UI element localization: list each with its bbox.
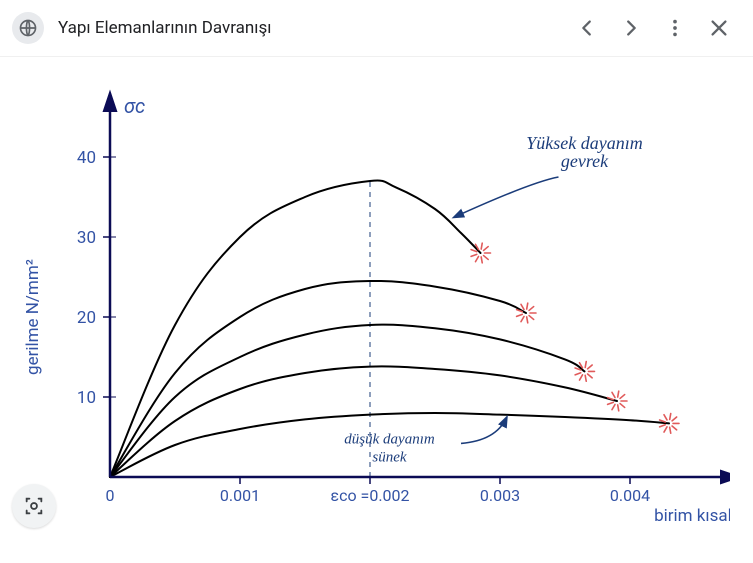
annotation-arrow-0 bbox=[455, 177, 559, 217]
curve-1 bbox=[110, 281, 526, 477]
y-tick-label: 20 bbox=[77, 308, 96, 328]
curve-3 bbox=[110, 366, 617, 477]
app-header: Yapı Elemanlarının Davranışı bbox=[0, 0, 753, 57]
annotation-arrow-1 bbox=[461, 418, 507, 444]
y-tick-label: 10 bbox=[77, 388, 96, 408]
forward-button[interactable] bbox=[609, 6, 653, 50]
x-tick-label: εco =0.002 bbox=[330, 486, 409, 505]
lens-button[interactable] bbox=[12, 484, 56, 528]
y-axis-symbol: σc bbox=[124, 94, 145, 118]
x-tick-label: 0.001 bbox=[220, 486, 260, 505]
annotation-text-0: gevrek bbox=[561, 151, 609, 171]
annotation-text-1: sünek bbox=[372, 449, 406, 465]
page-title: Yapı Elemanlarının Davranışı bbox=[58, 18, 565, 38]
stress-strain-chart: 00.001εco =0.0020.0030.00410203040σcεcbi… bbox=[10, 77, 730, 537]
x-tick-label: 0 bbox=[106, 486, 115, 505]
x-tick-label: 0.003 bbox=[480, 486, 520, 505]
annotation-text-0: Yüksek dayanım bbox=[526, 133, 642, 153]
y-tick-label: 40 bbox=[77, 148, 96, 168]
y-tick-label: 30 bbox=[77, 228, 96, 248]
y-axis-label: gerilme N/mm² bbox=[23, 259, 43, 375]
curve-2 bbox=[110, 325, 585, 477]
x-axis-label: birim kısalma bbox=[654, 506, 730, 526]
close-button[interactable] bbox=[697, 6, 741, 50]
more-options-button[interactable] bbox=[653, 6, 697, 50]
back-button[interactable] bbox=[565, 6, 609, 50]
globe-icon bbox=[12, 12, 44, 44]
content-area: 00.001εco =0.0020.0030.00410203040σcεcbi… bbox=[0, 57, 753, 563]
x-tick-label: 0.004 bbox=[610, 486, 650, 505]
annotation-text-1: düşük dayanım bbox=[344, 431, 435, 447]
